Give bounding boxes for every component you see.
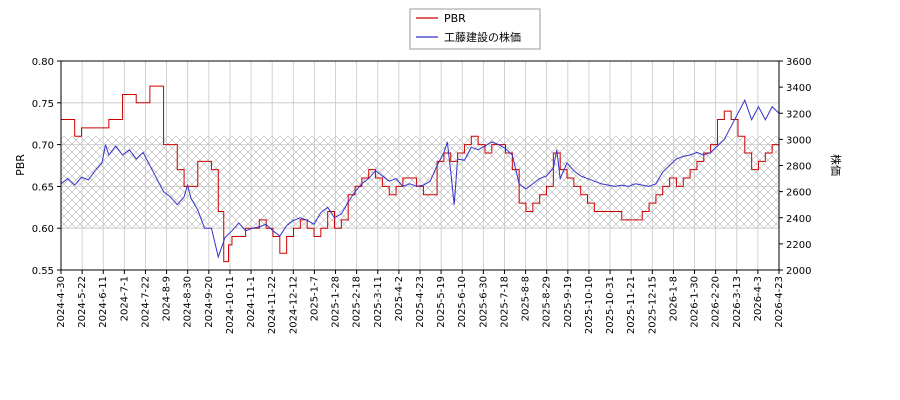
x-tick-label: 2024-9-20 — [204, 276, 215, 328]
legend-box — [409, 8, 541, 50]
y-right-tick-label: 2200 — [786, 240, 811, 251]
x-tick-label: 2024-7-22 — [140, 276, 151, 328]
x-tick-label: 2026-1-30 — [690, 276, 701, 328]
x-tick-label: 2024-6-11 — [98, 276, 109, 328]
y-right-tick-label: 3200 — [786, 109, 811, 120]
x-tick-label: 2026-2-20 — [711, 276, 722, 328]
y-right-axis-title: 株価 — [829, 154, 843, 176]
x-tick-label: 2025-12-15 — [647, 276, 658, 334]
x-tick-label: 2025-10-31 — [605, 276, 616, 334]
x-tick-label: 2025-4-23 — [415, 276, 426, 328]
x-tick-label: 2025-10-10 — [584, 276, 595, 334]
y-left-tick-label: 0.75 — [32, 99, 54, 110]
x-tick-label: 2025-5-19 — [436, 276, 447, 328]
x-tick-label: 2024-10-11 — [225, 276, 236, 334]
series-line-pbr — [61, 85, 779, 263]
x-tick-label: 2025-6-30 — [478, 276, 489, 328]
x-tick-label: 2025-7-18 — [499, 276, 510, 328]
x-tick-label: 2025-1-7 — [309, 276, 320, 321]
x-tick-label: 2025-3-11 — [373, 276, 384, 328]
x-tick-label: 2024-11-22 — [267, 276, 278, 334]
x-tick-label: 2025-8-8 — [521, 276, 532, 321]
y-left-tick-label: 0.55 — [32, 266, 54, 277]
x-tick-label: 2024-11-1 — [246, 276, 257, 328]
series-layer — [61, 85, 779, 263]
legend-label-pbr: PBR — [444, 12, 466, 25]
x-tick-label: 2025-2-18 — [352, 276, 363, 328]
y-right-tick-label: 3600 — [786, 57, 811, 68]
x-tick-label: 2026-4-23 — [774, 276, 785, 328]
y-right-tick-label: 2400 — [786, 214, 811, 225]
x-tick-label: 2024-4-30 — [56, 276, 67, 328]
x-tick-label: 2025-8-29 — [542, 276, 553, 328]
legend-label-stock-price: 工藤建設の株価 — [444, 30, 521, 44]
y-right-tick-label: 2000 — [786, 266, 811, 277]
x-tick-label: 2025-11-21 — [626, 276, 637, 334]
x-tick-label: 2024-5-22 — [77, 276, 88, 328]
y-left-tick-label: 0.70 — [32, 141, 54, 152]
y-left-tick-label: 0.65 — [32, 182, 54, 193]
x-tick-label: 2026-4-3 — [753, 276, 764, 321]
x-tick-label: 2025-6-10 — [457, 276, 468, 328]
series-line-stock-price — [61, 98, 779, 259]
x-tick-label: 2026-1-8 — [668, 276, 679, 321]
y-left-axis-title: PBR — [14, 154, 27, 176]
y-right-tick-label: 2800 — [786, 162, 811, 173]
legend: PBR 工藤建設の株価 — [409, 8, 541, 50]
x-tick-label: 2025-9-19 — [563, 276, 574, 328]
tick-layer: 2024-4-30 2024-5-22 2024-6-11 2024-7-1 2024-… — [32, 57, 812, 334]
y-right-tick-label: 3000 — [786, 135, 811, 146]
y-right-tick-label: 2600 — [786, 188, 811, 199]
x-tick-label: 2024-12-12 — [288, 276, 299, 334]
y-right-tick-label: 3400 — [786, 83, 811, 94]
x-tick-label: 2025-1-28 — [331, 276, 342, 328]
x-tick-label: 2024-8-9 — [162, 276, 173, 321]
x-tick-label: 2024-8-30 — [183, 276, 194, 328]
y-left-tick-label: 0.60 — [32, 224, 54, 235]
x-tick-label: 2024-7-1 — [119, 276, 130, 321]
x-tick-label: 2025-4-2 — [394, 276, 405, 321]
y-left-tick-label: 0.80 — [32, 57, 54, 68]
x-tick-label: 2026-3-13 — [732, 276, 743, 328]
